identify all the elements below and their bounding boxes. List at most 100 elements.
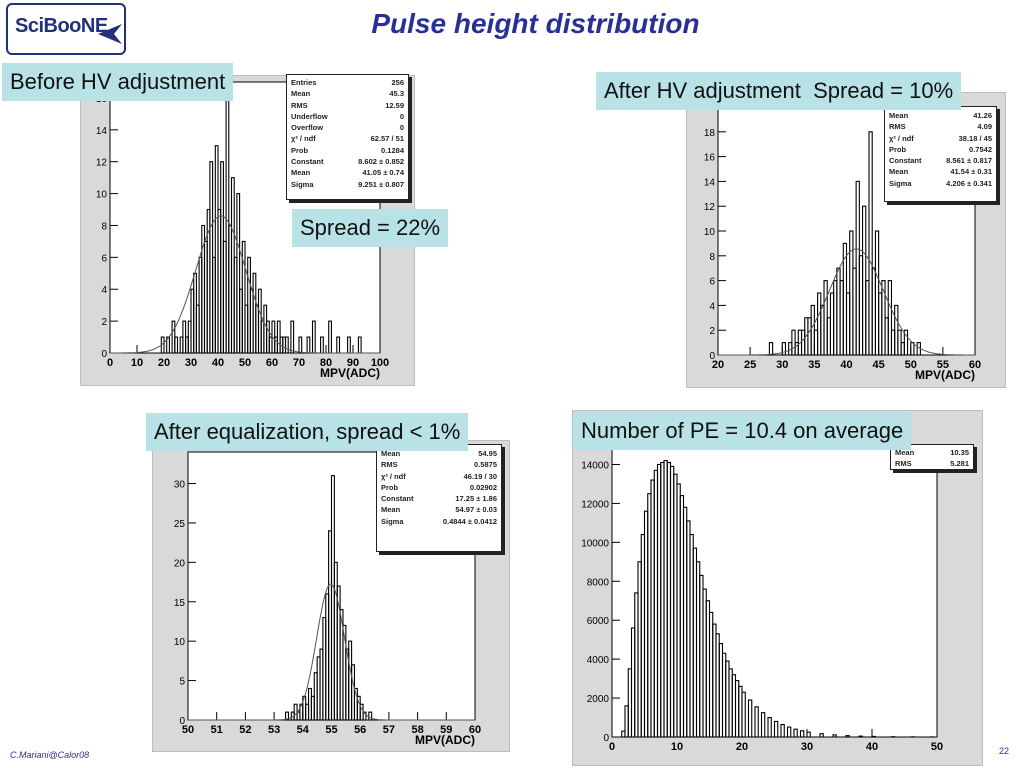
stat-name: Sigma	[381, 516, 404, 526]
spread-after-label: Spread = 10%	[813, 78, 954, 103]
y-tick-label: 10	[96, 190, 108, 201]
stat-name: Constant	[291, 157, 324, 167]
footer-credit: C.Mariani@Calor08	[10, 750, 90, 760]
stat-row: Constant 8.561 ± 0.817	[889, 155, 992, 166]
stat-row: Entries 256	[291, 77, 404, 88]
stat-value: 8.561 ± 0.817	[946, 156, 992, 166]
x-tick-label: 60	[469, 724, 481, 736]
y-tick-label: 2000	[587, 694, 610, 705]
stat-row: Sigma 9.251 ± 0.807	[291, 179, 404, 190]
stat-name: Entries	[291, 78, 317, 87]
histogram-bin	[793, 728, 798, 738]
y-tick-label: 18	[704, 128, 716, 139]
x-tick-label: 45	[873, 359, 885, 371]
y-tick-label: 10	[174, 637, 186, 648]
histogram-bin	[845, 735, 850, 738]
stat-value: 54.95	[478, 449, 497, 458]
x-tick-label: 90	[347, 357, 359, 369]
after-hv-stats-box: Mean 41.26 RMS 4.09 χ² / ndf 38.18 / 45 Prob 0.…	[884, 106, 997, 202]
gaussian-fit-curve	[110, 215, 380, 354]
histogram-bin	[241, 240, 246, 354]
stat-row: Prob 0.7542	[889, 144, 992, 155]
logo-arrow-icon	[98, 24, 122, 44]
x-tick-label: 58	[411, 724, 423, 736]
plot-frame	[611, 444, 938, 738]
stat-row: RMS 5.281	[895, 458, 969, 469]
histogram-bin	[858, 735, 863, 738]
stat-row: Mean 54.95	[381, 448, 497, 459]
histogram-bin	[767, 716, 772, 738]
histogram-bin	[868, 131, 873, 356]
x-tick-label: 53	[268, 724, 280, 736]
x-tick-label: 40	[840, 359, 852, 371]
stat-value: 4.206 ± 0.341	[946, 178, 992, 188]
histogram-bin	[781, 342, 787, 356]
stat-row: Mean 41.54 ± 0.31	[889, 166, 992, 177]
stat-row: Mean 10.35	[895, 447, 969, 458]
stat-name: Prob	[291, 145, 309, 155]
y-tick-label: 8	[709, 252, 715, 263]
histogram-bin	[362, 711, 367, 721]
x-tick-label: 0	[609, 741, 615, 753]
x-tick-label: 35	[808, 359, 820, 371]
y-tick-label: 30	[174, 480, 186, 491]
stat-row: Mean 54.97 ± 0.03	[381, 504, 497, 515]
y-tick-label: 2	[709, 326, 715, 337]
y-tick-label: 14	[704, 177, 716, 188]
equalization-histogram: 0 5 10 15 20 25 30 50 51 52 53 54 55 56 57 58 59 60MPV(AD…	[174, 451, 481, 747]
stat-name: Overflow	[291, 123, 324, 133]
y-tick-label: 12000	[581, 499, 609, 510]
gaussian-fit-curve	[188, 583, 475, 721]
page-number: 22	[999, 746, 1010, 756]
after-hv-label: After HV adjustment Spread = 10%	[596, 72, 962, 110]
equalization-label: After equalization, spread < 1%	[146, 413, 469, 451]
stat-name: Mean	[291, 89, 311, 99]
stat-value: 41.54 ± 0.31	[950, 167, 992, 177]
stat-name: Sigma	[291, 179, 314, 189]
stat-value: 46.19 / 30	[463, 471, 497, 481]
stat-row: χ² / ndf 38.18 / 45	[889, 133, 992, 144]
stat-name: Mean	[381, 449, 401, 458]
x-tick-label: 56	[354, 724, 366, 736]
x-axis-label: MPV(ADC)	[415, 733, 475, 747]
stat-value: 256	[391, 78, 404, 87]
x-axis-label: MPV(ADC)	[320, 366, 380, 380]
logo-text: SciBooNE	[15, 15, 108, 37]
stat-name: Constant	[889, 156, 922, 166]
x-tick-label: 59	[440, 724, 452, 736]
stat-name: χ² / ndf	[291, 134, 316, 144]
equalization-stats-box: Mean 54.95 RMS 0.5875 χ² / ndf 46.19 / 30 Prob…	[376, 444, 502, 552]
y-tick-label: 6	[709, 277, 715, 288]
x-tick-label: 20	[712, 359, 724, 371]
y-tick-label: 20	[174, 558, 186, 569]
stat-value: 0	[399, 123, 404, 133]
y-tick-label: 12	[704, 202, 716, 213]
x-tick-label: 50	[931, 741, 943, 753]
x-tick-label: 50	[182, 724, 194, 736]
histogram-bin	[887, 280, 893, 356]
histogram-bin	[285, 711, 290, 721]
stat-name: RMS	[381, 460, 398, 470]
histogram-bins	[285, 475, 373, 721]
y-tick-label: 4000	[587, 655, 610, 666]
npe-histogram: 0 2000 4000 6000 8000 10000 12000 14000 0 10 20 30 4…	[581, 444, 943, 753]
stat-value: 41.26	[973, 111, 992, 120]
x-tick-label: 55	[937, 359, 949, 371]
stat-row: Sigma 4.206 ± 0.341	[889, 178, 992, 189]
y-tick-label: 4	[101, 285, 107, 296]
x-tick-label: 30	[185, 357, 197, 369]
y-tick-label: 16	[704, 153, 716, 164]
stat-value: 0.7542	[969, 144, 992, 154]
stat-name: Sigma	[889, 178, 912, 188]
histogram-bin	[760, 712, 766, 738]
gaussian-fit-curve	[718, 248, 975, 356]
stat-row: Mean 41.26	[889, 110, 992, 121]
stat-name: Mean	[291, 168, 311, 178]
histogram-bins	[621, 460, 935, 738]
stat-name: Constant	[381, 494, 414, 504]
stat-row: RMS 12.59	[291, 100, 404, 111]
y-tick-label: 4	[709, 301, 715, 312]
stat-name: RMS	[291, 100, 308, 110]
histogram-bin	[747, 699, 753, 738]
spread-before-label: Spread = 22%	[292, 209, 449, 247]
